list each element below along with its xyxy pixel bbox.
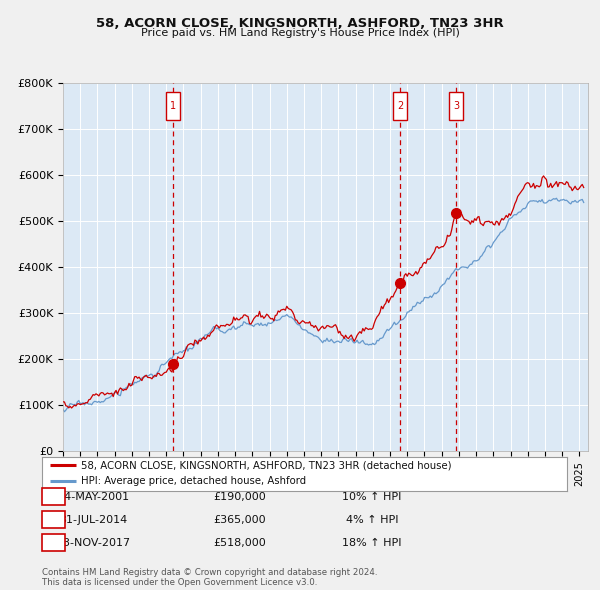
Text: 4% ↑ HPI: 4% ↑ HPI — [346, 516, 398, 525]
Text: Price paid vs. HM Land Registry's House Price Index (HPI): Price paid vs. HM Land Registry's House … — [140, 28, 460, 38]
Text: £190,000: £190,000 — [214, 493, 266, 502]
FancyBboxPatch shape — [449, 92, 463, 120]
Text: 03-NOV-2017: 03-NOV-2017 — [56, 539, 130, 548]
Text: 31-JUL-2014: 31-JUL-2014 — [59, 516, 127, 525]
Text: 58, ACORN CLOSE, KINGSNORTH, ASHFORD, TN23 3HR (detached house): 58, ACORN CLOSE, KINGSNORTH, ASHFORD, TN… — [82, 460, 452, 470]
Text: £365,000: £365,000 — [214, 516, 266, 525]
Text: 2: 2 — [397, 101, 403, 111]
Text: 10% ↑ HPI: 10% ↑ HPI — [343, 493, 401, 502]
Text: 1: 1 — [170, 101, 176, 111]
Text: 2: 2 — [50, 514, 57, 527]
Text: HPI: Average price, detached house, Ashford: HPI: Average price, detached house, Ashf… — [82, 476, 307, 486]
Text: 3: 3 — [50, 537, 57, 550]
FancyBboxPatch shape — [166, 92, 180, 120]
Text: 24-MAY-2001: 24-MAY-2001 — [57, 493, 129, 502]
Text: 18% ↑ HPI: 18% ↑ HPI — [342, 539, 402, 548]
Text: £518,000: £518,000 — [214, 539, 266, 548]
Text: Contains HM Land Registry data © Crown copyright and database right 2024.
This d: Contains HM Land Registry data © Crown c… — [42, 568, 377, 587]
Text: 1: 1 — [50, 491, 57, 504]
Text: 58, ACORN CLOSE, KINGSNORTH, ASHFORD, TN23 3HR: 58, ACORN CLOSE, KINGSNORTH, ASHFORD, TN… — [96, 17, 504, 30]
FancyBboxPatch shape — [393, 92, 407, 120]
Text: 3: 3 — [453, 101, 459, 111]
